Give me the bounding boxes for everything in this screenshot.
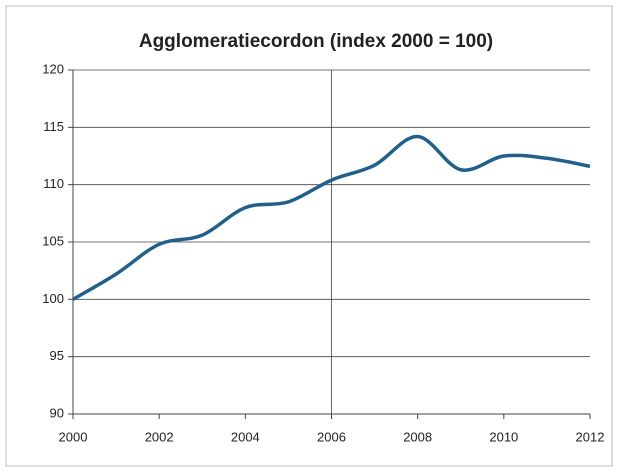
chart-title: Agglomeratiecordon (index 2000 = 100) — [139, 31, 493, 52]
y-tick-label: 100 — [42, 291, 64, 306]
y-tick-label: 95 — [50, 348, 64, 363]
x-tick-label: 2010 — [489, 429, 518, 444]
x-tick-label: 2002 — [145, 429, 174, 444]
y-tick-label: 105 — [42, 233, 64, 248]
y-tick-label: 115 — [43, 119, 64, 134]
chart-frame — [5, 5, 613, 467]
y-tick-label: 110 — [43, 176, 64, 191]
x-tick-label: 2008 — [403, 429, 432, 444]
y-tick-label: 120 — [42, 61, 64, 76]
x-tick-label: 2012 — [576, 429, 605, 444]
x-tick-label: 2004 — [231, 429, 260, 444]
line-series — [72, 134, 591, 301]
y-tick-label: 90 — [50, 405, 64, 420]
x-tick-label: 2000 — [59, 429, 88, 444]
x-tick-label: 2006 — [317, 429, 346, 444]
